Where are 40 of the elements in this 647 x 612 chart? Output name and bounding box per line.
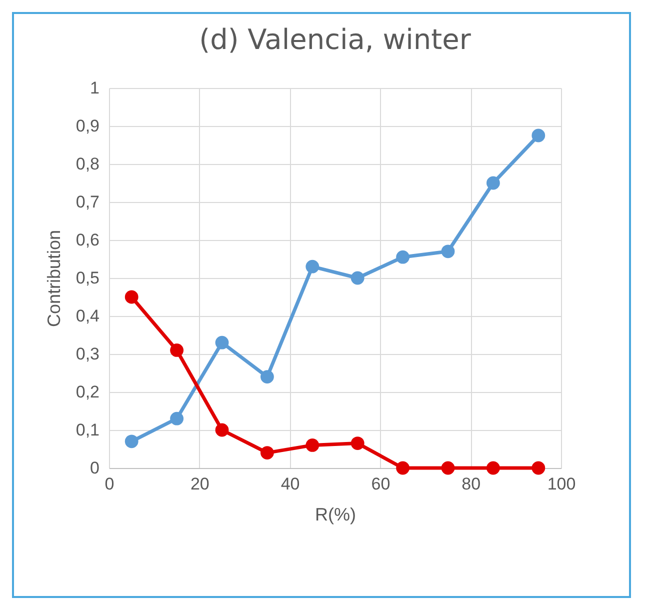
y-tick-label: 0,9 (76, 116, 100, 136)
point (350, 436, 364, 450)
y-tick-label: 1 (90, 78, 100, 98)
point (532, 128, 546, 142)
point (170, 412, 184, 426)
point (170, 344, 184, 357)
chart-title: (d) Valencia, winter (199, 23, 472, 56)
x-tick-label: 0 (104, 474, 114, 494)
point (532, 461, 546, 475)
point (486, 461, 500, 475)
y-tick-label: 0,7 (76, 192, 100, 212)
x-tick-label: 40 (280, 474, 300, 494)
x-tick-label: 100 (547, 474, 576, 494)
y-tick-label: 0,6 (76, 230, 100, 250)
x-tick-label: 60 (371, 474, 390, 494)
y-tick-label: 0,8 (76, 154, 100, 174)
point (124, 434, 138, 448)
point (441, 461, 455, 475)
y-tick-label: 0,5 (76, 268, 100, 288)
y-tick-label: 0 (90, 458, 100, 478)
point (441, 244, 455, 258)
point (486, 176, 500, 190)
point (215, 336, 229, 350)
point (260, 446, 274, 460)
x-tick-label: 20 (190, 474, 210, 494)
y-tick-label: 0,4 (76, 306, 100, 326)
x-tick-label: 80 (462, 474, 481, 494)
point (306, 438, 320, 452)
y-tick-label: 0,1 (76, 420, 100, 440)
point (260, 370, 274, 384)
y-tick-label: 0,2 (76, 382, 100, 402)
y-axis-title: Contribution (44, 230, 64, 328)
x-axis-title: R(%) (315, 504, 356, 524)
point (350, 271, 364, 285)
point (215, 423, 229, 437)
point (396, 250, 410, 264)
point (396, 461, 410, 475)
point (124, 290, 138, 304)
y-tick-label: 0,3 (76, 344, 100, 364)
point (306, 260, 320, 274)
